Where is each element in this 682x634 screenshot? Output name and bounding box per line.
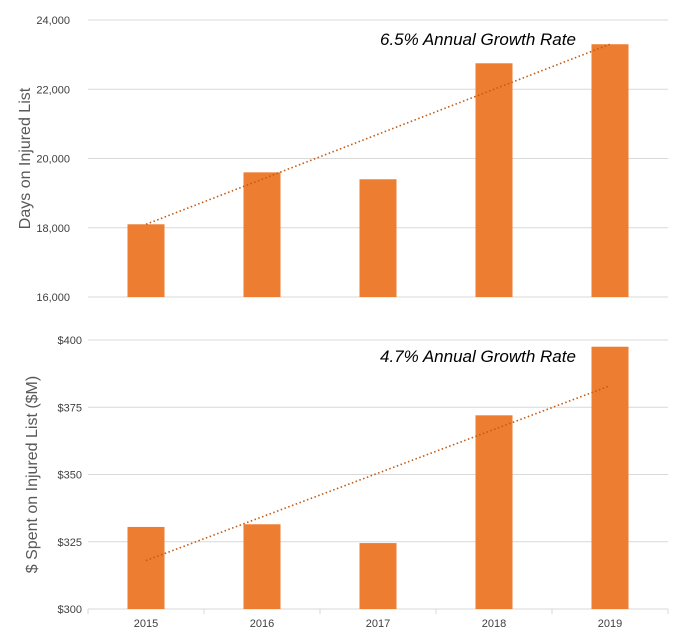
- x-tick-label: 2018: [482, 618, 506, 630]
- bar-2015: [127, 224, 165, 297]
- bar-2018: [475, 415, 513, 609]
- y-tick-label: 16,000: [36, 292, 70, 304]
- bar-2019: [591, 44, 629, 297]
- bar-2016: [243, 524, 281, 609]
- y-tick-label: $350: [58, 470, 82, 482]
- days-on-injured-list-chart: 16,000 18,000 20,000 22,000 24,000 6.5% Annua…: [17, 15, 668, 304]
- y-tick-label: $325: [58, 537, 82, 549]
- bar-2015: [127, 526, 165, 609]
- y-tick-label: 18,000: [36, 223, 70, 235]
- x-tick-label: 2016: [250, 618, 274, 630]
- bar-2019: [591, 346, 629, 609]
- bar-2017: [359, 543, 397, 609]
- y-axis-label: Days on Injured List: [17, 87, 34, 229]
- trendline: [145, 43, 611, 226]
- x-tick-label: 2015: [134, 618, 158, 630]
- dollars-spent-on-injured-list-chart: $300 $325 $350 $375 $400 2015 2016 2017 2018 2019…: [24, 335, 669, 630]
- growth-rate-annotation: 6.5% Annual Growth Rate: [380, 30, 576, 49]
- x-tick-label: 2019: [598, 618, 622, 630]
- x-tick-label: 2017: [366, 618, 390, 630]
- growth-rate-annotation: 4.7% Annual Growth Rate: [380, 347, 576, 366]
- y-tick-label: 20,000: [36, 154, 70, 166]
- trendline: [145, 384, 611, 562]
- bar-2016: [243, 172, 281, 297]
- y-axis-label: $ Spent on Injured List ($M): [24, 376, 41, 573]
- y-tick-label: $375: [58, 402, 82, 414]
- bar-2018: [475, 63, 513, 297]
- y-tick-label: 22,000: [36, 84, 70, 96]
- bar-2017: [359, 179, 397, 297]
- y-tick-label: $300: [58, 604, 82, 616]
- y-tick-label: 24,000: [36, 15, 70, 27]
- y-tick-label: $400: [58, 335, 82, 347]
